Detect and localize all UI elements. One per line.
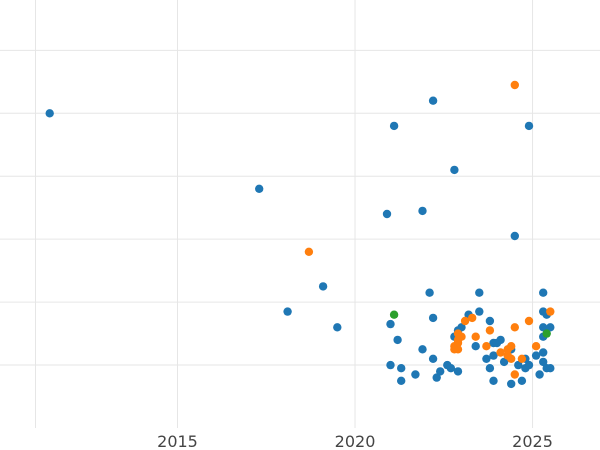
data-point: [382, 209, 392, 219]
data-point: [397, 376, 406, 385]
data-point: [485, 326, 495, 335]
data-point: [471, 332, 480, 341]
data-point: [492, 338, 502, 348]
data-point: [539, 323, 548, 332]
data-point: [453, 367, 463, 376]
data-point: [510, 80, 519, 90]
data-point: [436, 367, 445, 376]
data-point: [411, 370, 420, 379]
data-point: [468, 313, 477, 323]
data-point: [471, 342, 480, 351]
x-tick-labels: 2015 2020 2025: [157, 432, 553, 450]
data-point: [446, 364, 456, 373]
data-point: [499, 357, 509, 367]
data-point: [510, 370, 519, 379]
data-point: [539, 288, 548, 297]
data-point: [255, 184, 264, 193]
data-point: [418, 345, 427, 354]
x-tick-label: 2020: [335, 432, 376, 450]
data-point: [418, 206, 427, 216]
data-point: [283, 307, 292, 316]
data-point: [475, 307, 484, 316]
data-point: [428, 313, 438, 323]
data-point: [386, 360, 395, 370]
data-point: [531, 342, 541, 351]
data-point: [475, 288, 484, 297]
data-point: [428, 354, 438, 363]
data-point: [389, 121, 399, 131]
data-point: [485, 364, 495, 373]
data-point: [333, 323, 342, 332]
data-point: [539, 348, 548, 357]
data-point: [304, 247, 314, 256]
data-point: [45, 109, 54, 118]
data-point: [482, 354, 491, 363]
data-point: [450, 345, 459, 354]
data-point: [524, 121, 534, 131]
x-tick-label: 2025: [512, 432, 553, 450]
data-point: [546, 364, 555, 373]
data-point: [386, 319, 395, 329]
data-point: [524, 316, 534, 326]
data-point: [524, 360, 534, 370]
data-point: [507, 342, 516, 351]
data-point: [507, 379, 516, 389]
data-point: [428, 96, 438, 105]
data-point: [510, 323, 519, 332]
data-point: [460, 316, 470, 326]
data-point: [496, 348, 505, 357]
data-point: [397, 364, 406, 373]
data-point: [489, 376, 498, 385]
data-point: [542, 329, 551, 338]
data-point: [425, 288, 434, 297]
data-point: [393, 335, 402, 345]
data-point: [514, 360, 523, 370]
data-point: [457, 332, 466, 341]
data-point: [546, 323, 555, 332]
data-point: [510, 231, 519, 241]
data-point: [318, 282, 328, 291]
data-point: [485, 316, 495, 326]
data-point: [517, 376, 527, 385]
data-point: [489, 351, 498, 360]
data-point: [531, 351, 541, 360]
data-point: [535, 370, 544, 379]
data-points: [45, 80, 555, 389]
data-point: [482, 342, 491, 351]
data-point: [539, 357, 548, 367]
data-point: [389, 310, 399, 319]
x-tick-label: 2015: [157, 432, 198, 450]
data-point: [432, 373, 441, 382]
data-point: [503, 351, 512, 360]
data-point: [450, 165, 459, 175]
grid: [0, 0, 600, 428]
data-point: [517, 354, 527, 363]
data-point: [546, 307, 555, 316]
